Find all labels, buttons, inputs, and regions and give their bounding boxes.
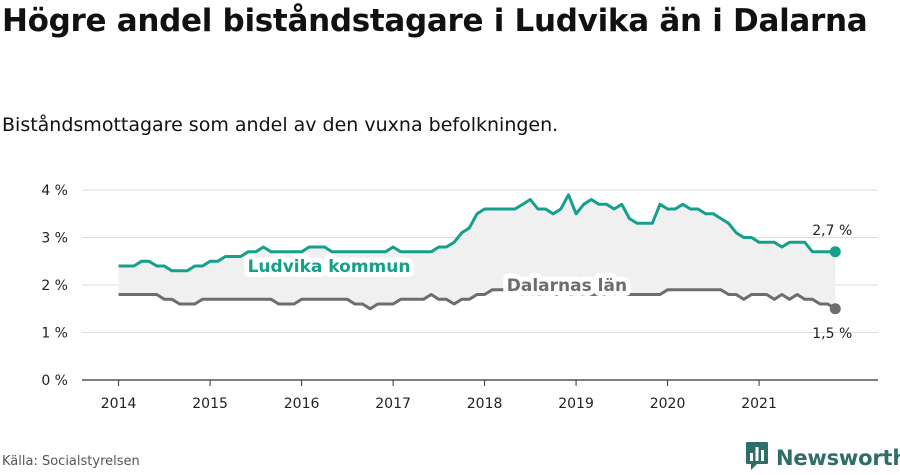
end-value-label: 1,5 % (812, 326, 852, 342)
x-tick-label: 2014 (101, 396, 137, 410)
x-tick-label: 2017 (375, 396, 411, 410)
brand-logo: Newsworthy (745, 441, 900, 475)
range-band (118, 194, 836, 309)
x-tick-label: 2020 (650, 396, 686, 410)
x-tick-label: 2015 (192, 396, 228, 410)
source-note: Källa: Socialstyrelsen (2, 454, 140, 469)
end-value-label: 2,7 % (812, 223, 852, 239)
y-tick-label: 0 % (41, 373, 68, 389)
series-label-ludvika: Ludvika kommun (248, 257, 411, 277)
y-tick-label: 1 % (41, 326, 68, 342)
series-label-dalarna: Dalarnas län (507, 276, 627, 296)
series-gap-band (118, 194, 836, 309)
x-tick-label: 2016 (284, 396, 320, 410)
x-tick-label: 2018 (467, 396, 503, 410)
chart-title: Högre andel biståndstagare i Ludvika än … (2, 3, 868, 39)
end-point-marker (829, 303, 841, 315)
end-point-marker (829, 246, 841, 258)
x-tick-label: 2021 (741, 396, 777, 410)
line-chart: 0 % 1 % 2 % 3 % 4 % 2014 2015 2016 2017 2018 2019 2… (41, 183, 878, 410)
chart-subtitle: Biståndsmottagare som andel av den vuxna… (2, 114, 559, 136)
series-lines (118, 193, 841, 315)
series-line-ludvika (118, 193, 836, 273)
axes: 0 % 1 % 2 % 3 % 4 % 2014 2015 2016 2017 2018 2019 2… (41, 183, 878, 410)
brand-name: Newsworthy (776, 446, 900, 470)
y-tick-label: 2 % (41, 278, 68, 294)
series-line-dalarna (118, 288, 837, 311)
y-tick-label: 3 % (41, 231, 68, 247)
newsworthy-bar-chart-logo-icon (745, 441, 769, 475)
x-tick-label: 2019 (558, 396, 594, 410)
y-tick-label: 4 % (41, 183, 68, 199)
